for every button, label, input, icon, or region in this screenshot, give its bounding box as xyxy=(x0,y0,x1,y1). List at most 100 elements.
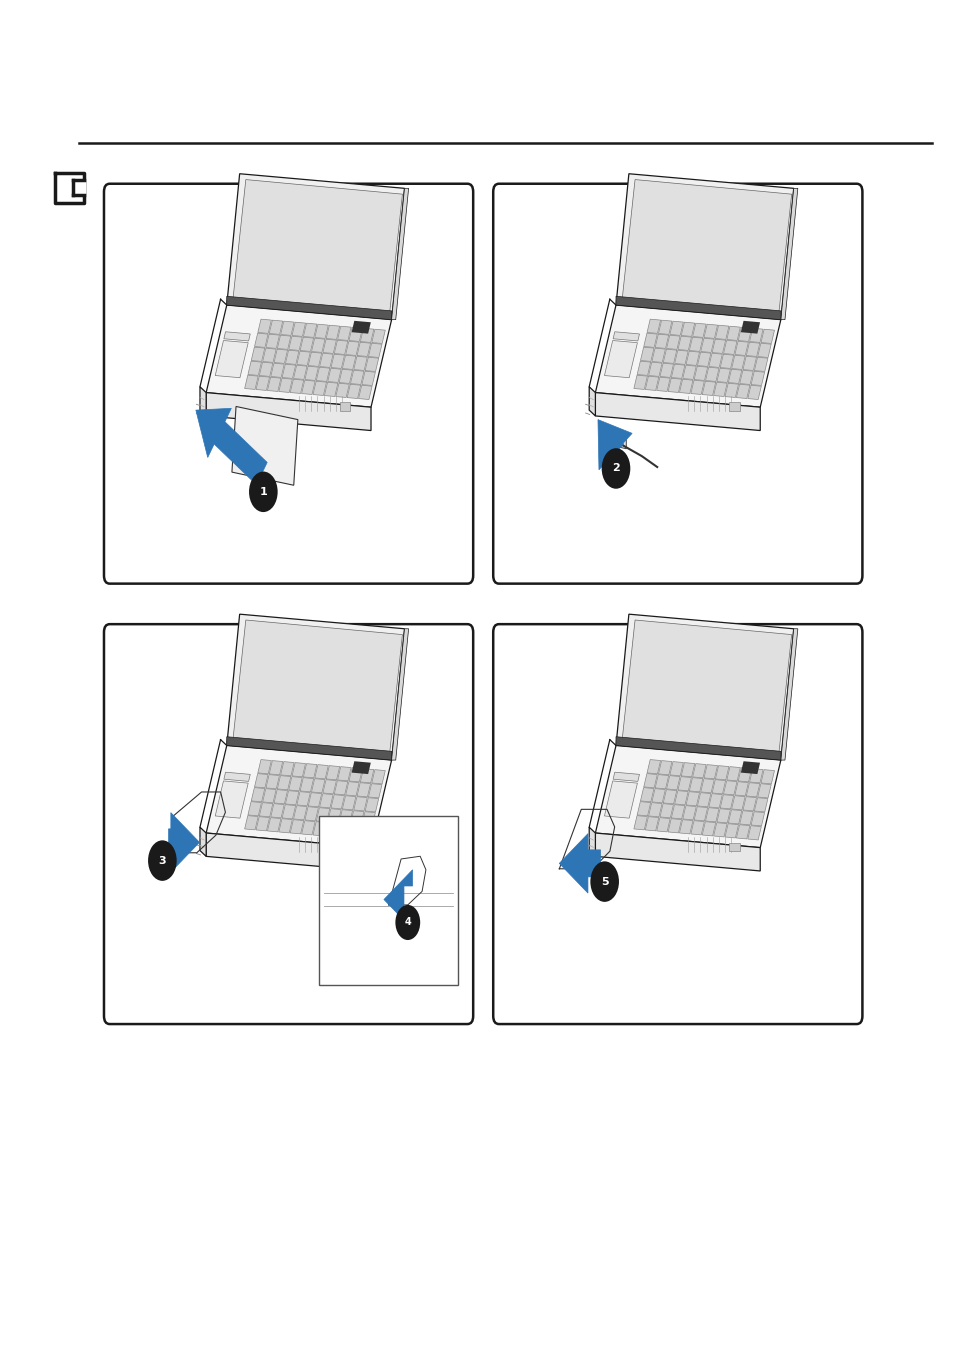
Circle shape xyxy=(395,905,419,940)
FancyBboxPatch shape xyxy=(104,184,473,584)
Polygon shape xyxy=(316,367,330,381)
Polygon shape xyxy=(301,820,314,835)
Polygon shape xyxy=(656,377,670,392)
Polygon shape xyxy=(701,821,715,836)
Polygon shape xyxy=(708,793,721,808)
Polygon shape xyxy=(327,369,341,382)
FancyBboxPatch shape xyxy=(493,624,862,1024)
Polygon shape xyxy=(345,782,359,796)
Text: 4: 4 xyxy=(404,917,411,928)
Polygon shape xyxy=(648,362,661,377)
Polygon shape xyxy=(651,789,664,802)
Polygon shape xyxy=(656,817,670,832)
Polygon shape xyxy=(227,174,404,320)
Polygon shape xyxy=(703,324,717,339)
Polygon shape xyxy=(244,816,258,830)
Polygon shape xyxy=(659,363,673,377)
Polygon shape xyxy=(694,807,707,821)
Polygon shape xyxy=(324,382,337,396)
Polygon shape xyxy=(679,380,692,393)
Polygon shape xyxy=(595,393,760,431)
Polygon shape xyxy=(757,784,770,798)
Bar xyxy=(728,403,739,411)
Polygon shape xyxy=(312,338,325,353)
Polygon shape xyxy=(697,793,710,807)
Polygon shape xyxy=(595,305,780,407)
Polygon shape xyxy=(610,435,625,449)
Polygon shape xyxy=(644,816,659,831)
Polygon shape xyxy=(655,774,668,789)
Polygon shape xyxy=(274,349,287,363)
Polygon shape xyxy=(255,376,270,390)
FancyBboxPatch shape xyxy=(493,184,862,584)
Polygon shape xyxy=(727,369,741,384)
Text: 3: 3 xyxy=(158,855,166,866)
Polygon shape xyxy=(248,361,261,376)
Polygon shape xyxy=(350,370,364,385)
Polygon shape xyxy=(713,823,726,836)
Polygon shape xyxy=(354,797,367,811)
Polygon shape xyxy=(658,761,671,775)
Polygon shape xyxy=(278,378,292,392)
Polygon shape xyxy=(277,775,291,790)
Polygon shape xyxy=(595,834,760,871)
Polygon shape xyxy=(294,365,307,380)
Polygon shape xyxy=(233,180,402,313)
Polygon shape xyxy=(724,384,738,397)
Polygon shape xyxy=(694,366,707,381)
FancyBboxPatch shape xyxy=(104,624,473,1024)
Polygon shape xyxy=(280,322,294,335)
Polygon shape xyxy=(215,781,248,819)
Polygon shape xyxy=(616,615,793,761)
Polygon shape xyxy=(643,774,657,788)
Polygon shape xyxy=(616,174,793,320)
Text: 5: 5 xyxy=(600,877,608,886)
Polygon shape xyxy=(227,615,404,761)
Polygon shape xyxy=(711,780,725,794)
Polygon shape xyxy=(648,802,661,817)
Text: 2: 2 xyxy=(612,463,619,473)
Polygon shape xyxy=(701,381,715,396)
Polygon shape xyxy=(358,825,372,840)
Polygon shape xyxy=(700,778,714,793)
Polygon shape xyxy=(280,762,294,775)
Polygon shape xyxy=(713,382,726,396)
Circle shape xyxy=(590,862,618,902)
Polygon shape xyxy=(305,366,318,381)
Polygon shape xyxy=(724,824,738,838)
Polygon shape xyxy=(658,320,671,335)
Polygon shape xyxy=(667,819,680,832)
Polygon shape xyxy=(669,762,682,775)
Polygon shape xyxy=(352,761,371,774)
Polygon shape xyxy=(285,350,298,365)
Polygon shape xyxy=(742,797,756,811)
Polygon shape xyxy=(206,305,391,407)
Polygon shape xyxy=(338,809,353,824)
Polygon shape xyxy=(342,355,355,369)
Polygon shape xyxy=(274,789,287,804)
Polygon shape xyxy=(383,870,412,929)
Polygon shape xyxy=(604,781,637,819)
Polygon shape xyxy=(716,809,730,823)
Polygon shape xyxy=(347,384,360,399)
Polygon shape xyxy=(372,330,385,343)
Polygon shape xyxy=(715,766,728,780)
Polygon shape xyxy=(335,824,349,838)
Polygon shape xyxy=(271,363,284,377)
Polygon shape xyxy=(780,628,797,761)
Polygon shape xyxy=(314,324,328,339)
Polygon shape xyxy=(289,777,302,790)
Polygon shape xyxy=(754,797,767,812)
Polygon shape xyxy=(639,347,654,362)
Polygon shape xyxy=(322,339,336,354)
Polygon shape xyxy=(285,790,298,805)
Polygon shape xyxy=(365,357,378,372)
Polygon shape xyxy=(747,825,760,840)
Polygon shape xyxy=(749,328,762,342)
Polygon shape xyxy=(662,349,676,363)
Polygon shape xyxy=(278,819,292,832)
Polygon shape xyxy=(314,765,328,780)
Circle shape xyxy=(148,840,176,881)
Polygon shape xyxy=(720,354,733,369)
Polygon shape xyxy=(655,334,668,349)
